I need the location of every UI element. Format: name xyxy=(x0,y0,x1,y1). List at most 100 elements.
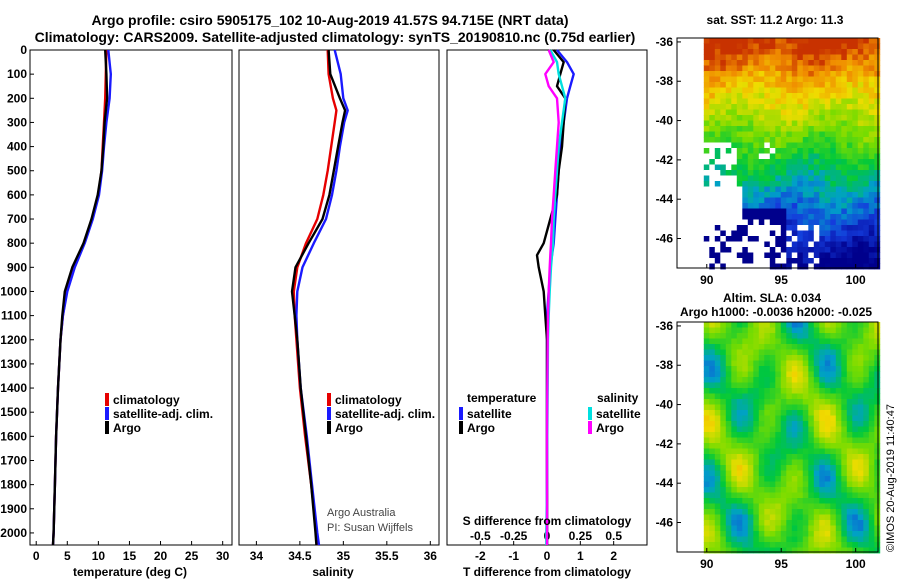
map-cell xyxy=(753,65,760,72)
map-cell xyxy=(797,225,804,231)
map-cell xyxy=(841,366,848,372)
map-cell xyxy=(830,476,837,482)
map-cell xyxy=(720,153,727,160)
map-cell xyxy=(868,393,875,400)
map-cell xyxy=(775,421,782,427)
map-cell xyxy=(709,415,716,422)
map-cell xyxy=(786,247,793,253)
map-cell xyxy=(852,203,859,209)
map-cell xyxy=(802,432,809,438)
y-tick-label: 500 xyxy=(7,164,27,178)
map-cell xyxy=(813,120,820,127)
map-cell xyxy=(725,503,732,510)
map-cell xyxy=(714,393,721,400)
map-cell xyxy=(841,421,848,427)
map-cell xyxy=(747,241,754,248)
series-line-satellite-adj-clim- xyxy=(51,49,113,546)
map-cell xyxy=(824,437,831,444)
map-cell xyxy=(720,214,727,220)
map-cell xyxy=(709,153,716,160)
map-cell xyxy=(874,382,881,389)
map-cell xyxy=(753,498,760,504)
map-cell xyxy=(736,432,743,438)
map-cell xyxy=(791,225,798,231)
map-cell xyxy=(857,322,864,328)
map-cell xyxy=(802,54,809,61)
map-cell xyxy=(736,104,743,110)
map-cell xyxy=(808,186,815,193)
map-cell xyxy=(808,503,815,510)
map-cell xyxy=(731,197,738,204)
map-cell xyxy=(835,388,842,394)
map-cell xyxy=(874,525,881,532)
map-cell xyxy=(852,542,859,548)
map-cell xyxy=(852,355,859,361)
map-cell xyxy=(786,426,793,433)
map-cell xyxy=(786,241,793,248)
map-cell xyxy=(753,126,760,132)
map-cell xyxy=(841,443,848,449)
legend-label-s-argo: Argo xyxy=(596,421,624,435)
map-cell xyxy=(742,175,749,182)
map-cell xyxy=(714,263,721,270)
map-cell xyxy=(725,186,732,193)
map-cell xyxy=(725,459,732,466)
map-cell xyxy=(764,164,771,171)
map-cell xyxy=(725,153,732,160)
legend-swatch-s-argo xyxy=(588,421,592,434)
x2-tick-label: 0.5 xyxy=(605,529,622,543)
map-cell xyxy=(780,448,787,455)
map-cell xyxy=(846,131,853,138)
map-y-tick-label: -36 xyxy=(656,35,674,49)
map-cell xyxy=(846,126,853,132)
map-cell xyxy=(830,536,837,543)
map-cell xyxy=(720,236,727,242)
map-cell xyxy=(742,109,749,116)
map-cell xyxy=(736,142,743,149)
map-cell xyxy=(758,382,765,389)
map-cell xyxy=(714,415,721,422)
map-cell xyxy=(709,241,716,248)
map-cell xyxy=(863,137,870,143)
map-cell xyxy=(863,181,870,187)
map-cell xyxy=(852,87,859,94)
map-cell xyxy=(830,258,837,264)
map-cell xyxy=(747,181,754,187)
map-cell xyxy=(786,54,793,61)
map-cell xyxy=(819,148,826,154)
map-cell xyxy=(758,525,765,532)
map-cell xyxy=(868,349,875,356)
map-cell xyxy=(808,225,815,231)
map-cell xyxy=(824,520,831,526)
map-cell xyxy=(808,415,815,422)
map-cell xyxy=(769,93,776,99)
map-cell xyxy=(874,142,881,149)
map-cell xyxy=(868,159,875,165)
map-cell xyxy=(830,159,837,165)
map-cell xyxy=(747,175,754,182)
map-cell xyxy=(714,76,721,83)
map-cell xyxy=(747,327,754,334)
map-cell xyxy=(802,355,809,361)
map-cell xyxy=(841,371,848,378)
map-cell xyxy=(791,142,798,149)
map-cell xyxy=(747,443,754,449)
map-cell xyxy=(863,258,870,264)
map-cell xyxy=(857,236,864,242)
map-cell xyxy=(857,448,864,455)
map-cell xyxy=(775,82,782,88)
map-cell xyxy=(802,148,809,154)
map-cell xyxy=(857,109,864,116)
map-cell xyxy=(863,437,870,444)
map-cell xyxy=(725,360,732,367)
map-cell xyxy=(808,355,815,361)
map-cell xyxy=(835,382,842,389)
map-cell xyxy=(863,230,870,237)
map-cell xyxy=(868,399,875,405)
map-cell xyxy=(786,509,793,515)
map-cell xyxy=(846,349,853,356)
map-cell xyxy=(830,137,837,143)
map-cell xyxy=(824,388,831,394)
map-cell xyxy=(863,322,870,328)
map-cell xyxy=(786,470,793,477)
